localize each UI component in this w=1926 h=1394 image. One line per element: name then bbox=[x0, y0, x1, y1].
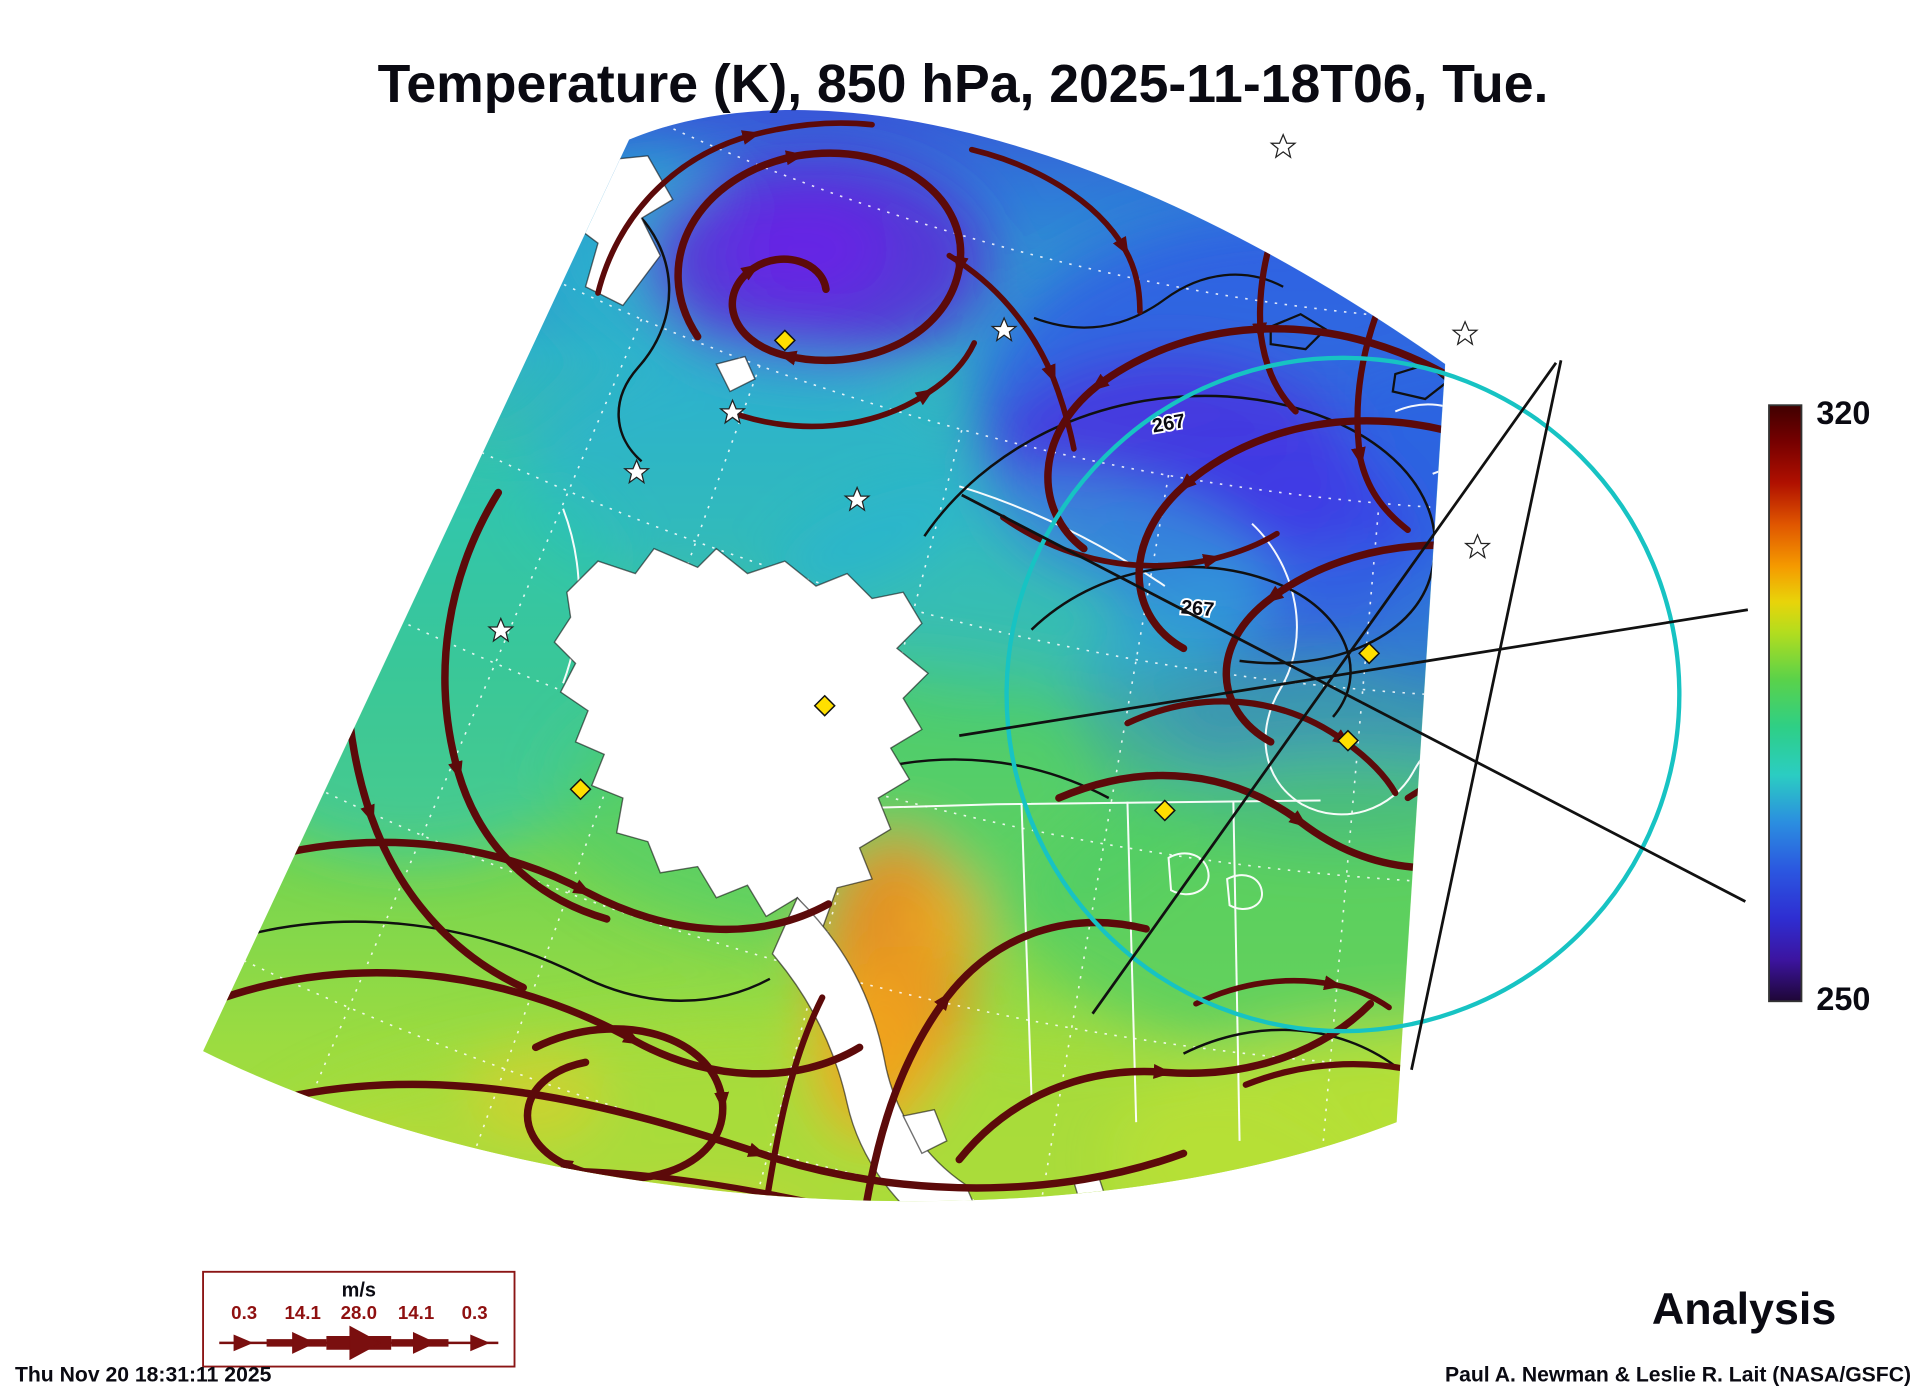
streamline bbox=[595, 120, 875, 296]
star-marker-icon bbox=[1452, 321, 1478, 345]
wind-streamlines bbox=[214, 120, 1446, 1202]
streamline bbox=[968, 146, 1143, 315]
streamline bbox=[725, 340, 978, 430]
footer-credit: Paul A. Newman & Leslie R. Lait (NASA/GS… bbox=[1445, 1364, 1911, 1387]
range-overlay bbox=[959, 355, 1749, 1071]
page-title: Temperature (K), 850 hPa, 2025-11-18T06,… bbox=[378, 54, 1549, 114]
star-marker-icon bbox=[1465, 534, 1490, 559]
wind-legend-unit: m/s bbox=[342, 1280, 376, 1302]
wind-legend-value: 0.3 bbox=[462, 1302, 488, 1323]
streamline bbox=[1135, 417, 1446, 653]
streamline bbox=[1044, 325, 1446, 553]
star-marker-icon bbox=[1270, 134, 1296, 158]
range-circle bbox=[1004, 355, 1682, 1034]
streamline bbox=[1193, 975, 1392, 1011]
colorbar-max-label: 320 bbox=[1816, 395, 1870, 431]
streamline bbox=[268, 533, 312, 857]
streamline bbox=[441, 488, 611, 923]
colorbar-min-label: 250 bbox=[1816, 981, 1870, 1017]
streamline bbox=[946, 252, 1077, 452]
wind-speed-legend: m/s 0.3 14.1 28.0 14.1 0.3 bbox=[202, 1270, 516, 1368]
wind-legend-value: 14.1 bbox=[398, 1302, 434, 1323]
streamline bbox=[955, 999, 1375, 1164]
wind-legend-arrow-scale bbox=[219, 1325, 499, 1361]
colorbar-gradient bbox=[1768, 404, 1803, 1003]
wind-legend-value: 14.1 bbox=[285, 1302, 321, 1323]
streamline bbox=[1242, 1061, 1446, 1145]
azimuth-lines bbox=[959, 360, 1749, 1071]
streamline bbox=[1124, 698, 1399, 797]
wind-legend-value: 0.3 bbox=[231, 1302, 257, 1323]
streamline bbox=[1000, 514, 1280, 569]
streamline bbox=[1055, 771, 1446, 872]
streamline bbox=[214, 838, 833, 934]
streamline bbox=[282, 1080, 1188, 1192]
streamline bbox=[523, 1025, 730, 1183]
streamline bbox=[855, 918, 1150, 1202]
wind-legend-value: 28.0 bbox=[341, 1302, 377, 1323]
colorbar: 320 250 bbox=[1768, 395, 1870, 1017]
analysis-label: Analysis bbox=[1652, 1283, 1836, 1334]
streamline bbox=[674, 149, 969, 366]
streamline bbox=[756, 994, 826, 1202]
footer-timestamp: Thu Nov 20 18:31:11 2025 bbox=[15, 1364, 272, 1387]
